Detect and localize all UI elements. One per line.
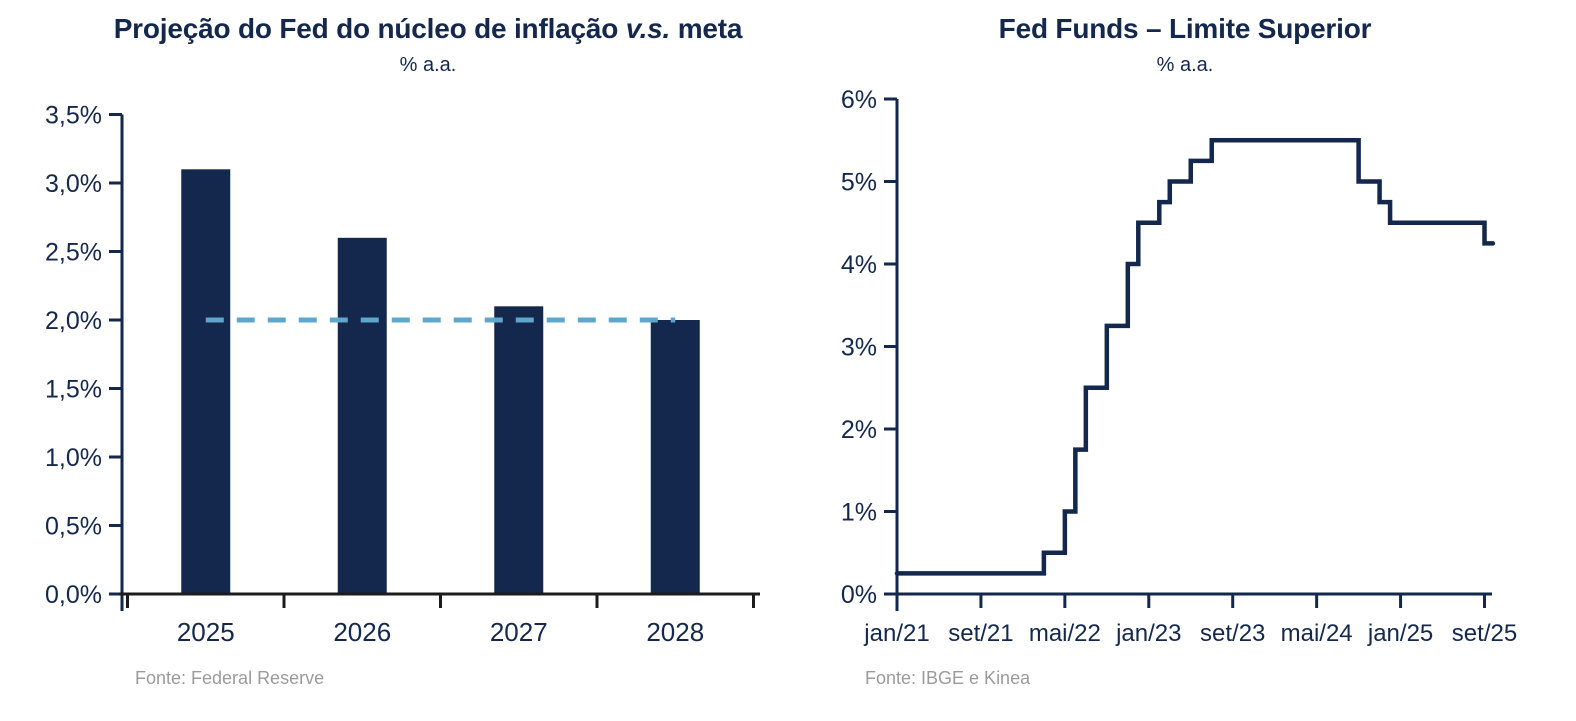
- x-tick-label: set/23: [1200, 620, 1265, 647]
- x-category-label: 2028: [646, 617, 704, 647]
- y-tick-label: 6%: [841, 86, 877, 114]
- y-tick-label: 3,5%: [45, 102, 102, 130]
- bar-2028: [650, 320, 700, 594]
- y-tick-label: 5%: [841, 169, 877, 197]
- fed-funds-step-line: [894, 138, 1496, 576]
- bar-chart-title: Projeção do Fed do núcleo de inflação v.…: [34, 13, 822, 45]
- y-tick-label: 0,5%: [45, 513, 102, 541]
- bar-2025: [181, 169, 231, 595]
- y-tick-label: 0%: [841, 581, 877, 609]
- step-chart-plot: 0% 1% 2% 3% 4% 5% 6% jan/21 set/21 mai/22 jan/23 se…: [841, 86, 1517, 647]
- x-tick-label: jan/21: [863, 620, 929, 647]
- bar-2026: [337, 237, 387, 595]
- step-chart-source: Fonte: IBGE e Kinea: [865, 668, 1031, 688]
- x-category-label: 2025: [177, 617, 235, 647]
- y-tick-label: 3,0%: [45, 170, 102, 198]
- x-tick-label: set/25: [1452, 620, 1517, 647]
- x-tick-label: set/21: [948, 620, 1013, 647]
- bar-chart-source: Fonte: Federal Reserve: [135, 668, 325, 688]
- y-tick-label: 2%: [841, 416, 877, 444]
- x-tick-label: mai/24: [1281, 620, 1353, 647]
- bar-chart-title-post: meta: [677, 13, 743, 44]
- y-tick-label: 2,5%: [45, 239, 102, 267]
- x-category-label: 2027: [490, 617, 548, 647]
- x-tick-label: jan/25: [1367, 620, 1433, 647]
- bar-chart-plot: 0,0% 0,5% 1,0% 1,5% 2,0% 2,5% 3,0% 3,5% 2025 2026…: [45, 102, 760, 647]
- y-tick-label: 1,5%: [45, 376, 102, 404]
- step-chart-title: Fed Funds – Limite Superior: [998, 13, 1372, 44]
- bar-2027: [494, 306, 544, 594]
- bar-chart-subtitle: % a.a.: [399, 54, 457, 76]
- x-tick-label: jan/23: [1115, 620, 1181, 647]
- y-tick-label: 1%: [841, 499, 877, 527]
- x-category-label: 2026: [333, 617, 391, 647]
- y-tick-label: 4%: [841, 251, 877, 279]
- bar-chart-title-italic: v.s.: [625, 13, 671, 44]
- bar-chart-title-pre: Projeção do Fed do núcleo de inflação: [113, 13, 619, 44]
- y-tick-label: 3%: [841, 334, 877, 362]
- y-tick-label: 1,0%: [45, 444, 102, 472]
- step-chart-subtitle: % a.a.: [1156, 54, 1214, 76]
- x-tick-label: mai/22: [1029, 620, 1101, 647]
- y-tick-label: 2,0%: [45, 307, 102, 335]
- y-tick-label: 0,0%: [45, 581, 102, 609]
